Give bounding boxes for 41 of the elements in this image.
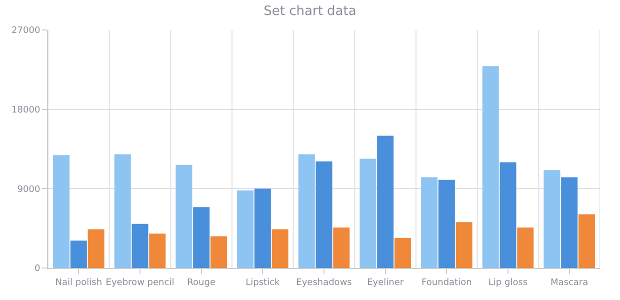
x-tick-label: Foundation — [422, 278, 472, 288]
bar — [70, 240, 87, 268]
x-tick-label: Eyebrow pencil — [106, 278, 174, 288]
bar — [333, 227, 350, 268]
x-tick-label: Lip gloss — [488, 278, 528, 288]
bar — [482, 66, 499, 268]
bar — [210, 236, 227, 268]
y-tick-label: 18000 — [12, 105, 40, 116]
chart-title: Set chart data — [264, 4, 356, 20]
bar — [149, 234, 166, 268]
bar — [421, 177, 438, 268]
x-tick-label: Eyeshadows — [296, 278, 352, 288]
bar — [578, 214, 595, 268]
x-tick-label: Nail polish — [55, 278, 102, 288]
bar — [561, 177, 578, 268]
x-tick-label: Mascara — [550, 278, 588, 288]
bar — [88, 229, 104, 268]
y-tick-label: 9000 — [17, 184, 40, 195]
bar — [193, 207, 210, 268]
bar — [377, 136, 394, 268]
bar — [360, 158, 376, 268]
bar — [176, 164, 192, 268]
x-tick-label: Lipstick — [246, 278, 281, 288]
bar — [272, 229, 288, 268]
bar — [544, 170, 560, 268]
bar — [394, 238, 411, 268]
x-tick-label: Rouge — [187, 278, 216, 288]
x-tick-label: Eyeliner — [367, 278, 404, 288]
bar — [517, 227, 534, 268]
bar — [114, 154, 131, 268]
y-tick-label: 0 — [34, 264, 40, 274]
bar — [438, 180, 455, 268]
bar — [298, 154, 315, 268]
bar — [132, 224, 148, 268]
bar — [456, 222, 472, 268]
bar — [237, 190, 254, 268]
bar — [254, 188, 271, 268]
bar — [53, 155, 70, 268]
bar — [316, 161, 332, 268]
y-tick-label: 27000 — [12, 26, 40, 36]
bar — [500, 162, 516, 268]
